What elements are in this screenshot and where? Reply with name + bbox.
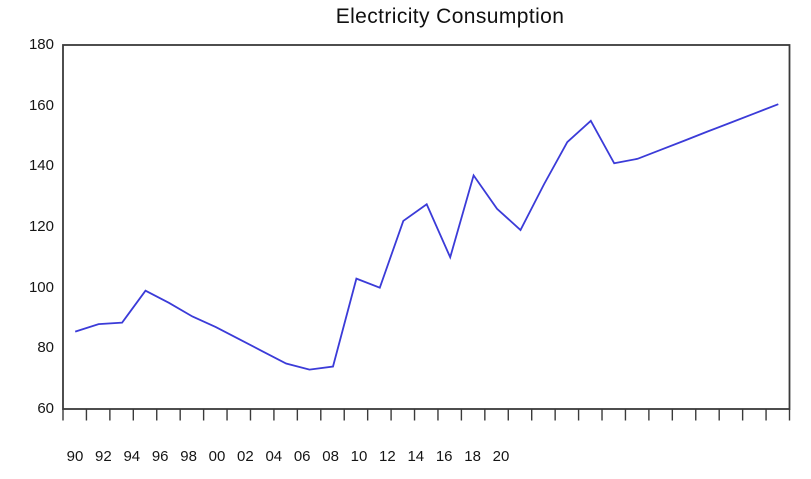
x-tick-label: 12: [379, 448, 396, 465]
chart-title: Electricity Consumption: [335, 5, 565, 28]
y-tick-label: 80: [37, 339, 54, 357]
y-tick-label: 100: [28, 278, 54, 296]
y-tick-label: 140: [28, 157, 54, 175]
x-tick-label: 06: [293, 448, 311, 465]
x-tick-label: 02: [237, 448, 254, 465]
y-tick-label: 160: [28, 96, 54, 114]
x-tick-label: 98: [180, 448, 197, 465]
x-tick-label: 08: [322, 448, 339, 465]
x-tick-label: 04: [265, 448, 283, 465]
plot-frame: [62, 44, 791, 410]
x-tick-label: 16: [435, 448, 453, 465]
x-tick-label: 96: [151, 448, 169, 465]
x-tick-label: 00: [208, 448, 226, 465]
x-tick-label: 14: [407, 448, 425, 465]
x-tick-label: 20: [492, 448, 510, 465]
x-tick-label: 94: [123, 448, 141, 465]
x-tick-label: 10: [350, 448, 368, 465]
y-tick-label: 60: [37, 400, 54, 417]
y-tick-label: 120: [28, 218, 54, 235]
line-series-electricity: [74, 103, 779, 371]
x-tick-label: 92: [95, 448, 112, 465]
y-tick-label: 180: [28, 36, 54, 53]
x-tick-label: 90: [66, 448, 84, 465]
x-tick-label: 18: [464, 448, 481, 465]
